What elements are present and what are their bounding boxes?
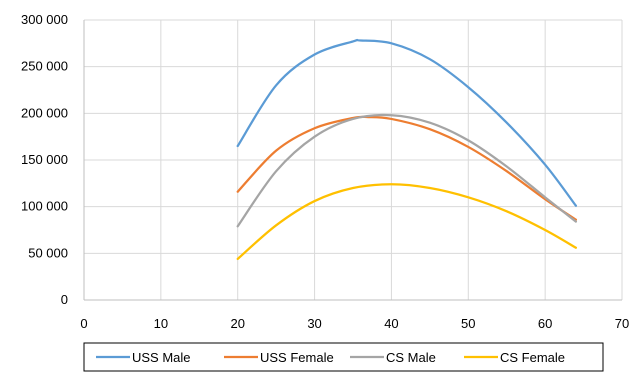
x-tick-label: 20	[230, 316, 244, 331]
series-lines	[236, 38, 578, 261]
y-tick-label: 150 000	[21, 152, 68, 167]
series-line-cs-female	[236, 183, 578, 261]
legend-label-uss-male: USS Male	[132, 350, 191, 365]
y-tick-label: 0	[61, 292, 68, 307]
y-tick-label: 200 000	[21, 105, 68, 120]
x-tick-label: 70	[615, 316, 629, 331]
series-line-uss-male	[236, 38, 578, 207]
series-line-uss-female	[236, 115, 578, 221]
legend-label-cs-female: CS Female	[500, 350, 565, 365]
x-tick-label: 10	[154, 316, 168, 331]
axes: 0 50 000 100 000 150 000 200 000 250 000 300 0…	[21, 12, 629, 331]
grid	[84, 19, 623, 300]
legend-label-cs-male: CS Male	[386, 350, 436, 365]
x-tick-label: 40	[384, 316, 398, 331]
legend-box	[83, 342, 604, 372]
x-tick-label: 60	[538, 316, 552, 331]
legend: USS Male USS Female CS Male CS Female	[83, 342, 604, 372]
series-line-cs-male	[236, 113, 578, 228]
y-tick-label: 250 000	[21, 59, 68, 74]
legend-label-uss-female: USS Female	[260, 350, 334, 365]
y-tick-label: 50 000	[28, 245, 68, 260]
x-tick-label: 30	[307, 316, 321, 331]
x-tick-label: 50	[461, 316, 475, 331]
y-tick-label: 100 000	[21, 199, 68, 214]
y-tick-label: 300 000	[21, 12, 68, 27]
x-tick-label: 0	[80, 316, 87, 331]
